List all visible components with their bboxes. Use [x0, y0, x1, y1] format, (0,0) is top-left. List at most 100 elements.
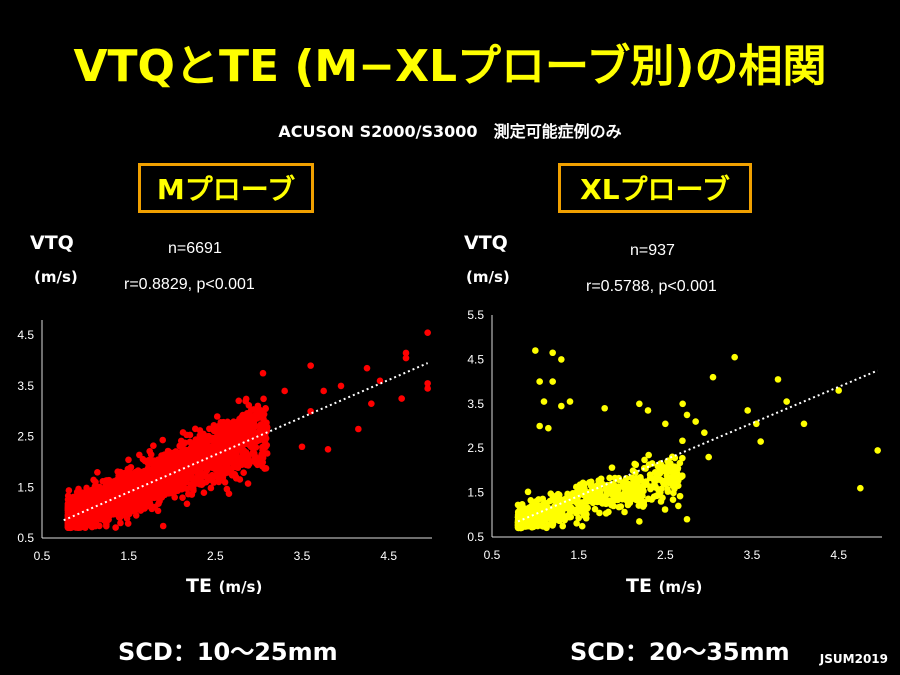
data-point — [540, 515, 547, 522]
data-point — [200, 489, 208, 496]
data-point — [645, 451, 652, 459]
data-point — [199, 470, 207, 477]
data-point — [177, 437, 185, 445]
right-r-stat: r=0.5788, p<0.001 — [586, 278, 717, 295]
data-point — [261, 434, 268, 442]
data-point — [398, 395, 405, 402]
xl-probe-label-box: XLプローブ — [558, 163, 752, 213]
data-point — [205, 458, 212, 465]
data-point — [238, 414, 246, 421]
data-point — [114, 511, 121, 519]
data-point — [549, 349, 556, 357]
data-point — [516, 506, 524, 514]
data-point — [534, 513, 541, 520]
data-point — [653, 492, 660, 499]
data-point — [636, 400, 643, 408]
data-point — [538, 502, 545, 509]
data-point — [206, 425, 213, 433]
data-point — [187, 444, 195, 452]
slide-subtitle: ACUSON S2000/S3000 測定可能症例のみ — [278, 122, 622, 141]
x-tick-label: 2.5 — [657, 548, 674, 562]
data-point — [179, 494, 186, 502]
data-point — [75, 493, 83, 500]
data-point — [152, 480, 160, 488]
data-point — [774, 376, 782, 383]
data-point — [596, 489, 603, 496]
data-point — [566, 509, 574, 516]
data-point — [424, 385, 431, 392]
data-point — [142, 499, 149, 506]
data-point — [621, 489, 628, 496]
data-point — [255, 437, 263, 444]
data-point — [553, 493, 561, 501]
data-point — [106, 488, 114, 496]
data-point — [173, 462, 181, 469]
data-point — [532, 519, 539, 527]
data-point — [556, 517, 563, 524]
data-point — [581, 505, 589, 513]
data-point — [744, 407, 751, 414]
data-point — [179, 473, 187, 480]
data-point — [130, 480, 138, 488]
data-point — [635, 486, 642, 494]
data-point — [263, 419, 270, 427]
data-point — [257, 421, 265, 428]
data-point — [136, 451, 143, 459]
slide-title: VTQとTE (M−XLプローブ別)の相関 — [73, 41, 827, 92]
data-point — [516, 512, 524, 519]
right-x-axis-label: TE (m/s) — [626, 575, 702, 597]
data-point — [648, 496, 655, 503]
data-point — [165, 448, 172, 455]
data-point — [162, 463, 170, 471]
data-point — [573, 520, 580, 527]
data-point — [661, 506, 669, 513]
data-point — [546, 497, 554, 505]
data-point — [174, 487, 181, 495]
data-point — [124, 520, 132, 527]
data-point — [201, 441, 208, 448]
right-n-stat: n=937 — [630, 242, 675, 259]
data-point — [610, 502, 617, 510]
data-point — [120, 488, 127, 496]
y-tick-label: 4.5 — [17, 328, 34, 342]
data-point — [709, 373, 717, 381]
data-point — [683, 411, 691, 419]
data-point — [671, 454, 679, 462]
data-point — [159, 522, 167, 530]
data-point — [125, 456, 132, 464]
data-point — [678, 472, 686, 479]
data-point — [631, 460, 638, 468]
data-point — [159, 436, 167, 444]
x-tick-label: 0.5 — [484, 548, 501, 562]
data-point — [635, 502, 643, 509]
data-point — [124, 505, 132, 512]
data-point — [256, 428, 263, 435]
data-point — [800, 420, 808, 428]
data-point — [783, 398, 790, 405]
data-point — [621, 508, 628, 516]
data-point — [95, 485, 103, 492]
data-point — [625, 480, 633, 488]
data-point — [324, 445, 332, 453]
data-point — [610, 491, 618, 498]
data-point — [196, 480, 204, 488]
data-point — [132, 493, 140, 500]
data-point — [644, 407, 652, 414]
data-point — [602, 510, 610, 517]
data-point — [168, 455, 176, 463]
data-point — [566, 398, 574, 405]
scatter-points — [514, 347, 881, 532]
data-point — [223, 456, 231, 463]
data-point — [559, 522, 567, 530]
data-point — [213, 457, 221, 465]
data-point — [608, 485, 616, 493]
left-y-axis-label: VTQ — [30, 232, 74, 254]
right-scd-label: SCD：20〜35mm — [570, 638, 790, 666]
data-point — [215, 478, 223, 486]
data-point — [663, 472, 671, 480]
xl-probe-label: XLプローブ — [580, 173, 730, 206]
data-point — [660, 467, 668, 475]
data-point — [126, 510, 133, 518]
data-point — [549, 522, 556, 529]
data-point — [117, 519, 124, 527]
